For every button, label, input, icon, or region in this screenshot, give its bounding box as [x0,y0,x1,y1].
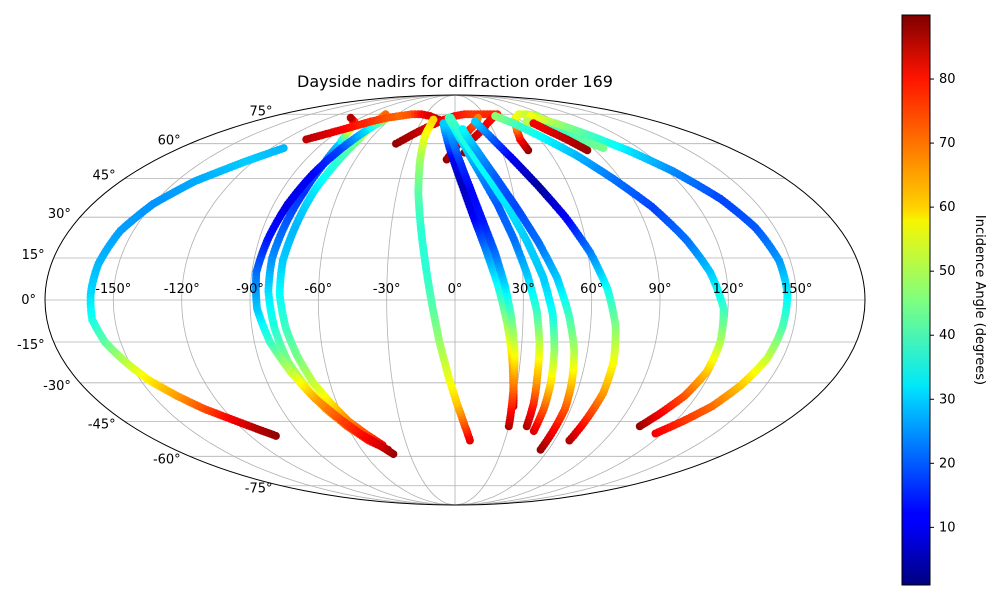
colorbar-ticks: 10 20 30 40 50 60 70 80 [930,72,956,535]
longitude-tick-label: 90° [648,282,671,297]
longitude-tick-label: 0° [448,282,463,297]
colorbar-tick-label: 80 [939,72,956,87]
data-point [346,113,355,122]
colorbar-tick-label: 40 [939,328,956,343]
longitude-tick-label: -150° [95,282,131,297]
data-points [86,110,792,459]
latitude-tick-labels: 75° 60° 45° 30° 15° 0° -15° -30° -45° -60° -75° [17,104,273,496]
data-point [271,431,280,440]
colorbar-tick-label: 30 [939,392,956,407]
latitude-tick-label: 0° [21,293,36,308]
longitude-tick-label: 60° [580,282,603,297]
latitude-tick-label: 15° [22,248,45,263]
latitude-tick-label: 45° [93,169,116,184]
colorbar-tick-label: 60 [939,200,956,215]
longitude-tick-label: 150° [781,282,812,297]
data-point [429,115,438,124]
longitude-tick-label: 30° [512,282,535,297]
longitude-tick-label: -30° [373,282,401,297]
longitude-tick-labels: -150° -120° -90° -60° -30° 0° 30° 60° 90° 120° 150… [95,282,812,297]
colorbar-tick-label: 10 [939,520,956,535]
colorbar-tick-label: 20 [939,456,956,471]
colorbar-tick-label: 50 [939,264,956,279]
longitude-tick-label: -120° [164,282,200,297]
data-point [529,119,538,128]
latitude-tick-label: 60° [158,134,181,149]
colorbar: 10 20 30 40 50 60 70 80 Incidence Angle (degree… [901,14,987,586]
longitude-tick-label: 120° [713,282,744,297]
data-point [471,117,480,126]
data-point [446,113,455,122]
latitude-tick-label: -45° [88,417,116,432]
data-point [522,117,531,126]
colorbar-tick-label: 70 [939,136,956,151]
latitude-tick-label: -30° [43,379,71,394]
data-point [491,112,500,120]
latitude-tick-label: 75° [249,104,272,119]
latitude-tick-label: -75° [245,482,273,497]
colorbar-label: Incidence Angle (degrees) [972,215,987,385]
latitude-tick-label: 30° [48,207,71,222]
map-boundary [44,94,866,506]
latitude-tick-label: -60° [153,452,181,467]
longitude-tick-label: -60° [304,282,332,297]
chart-title: Dayside nadirs for diffraction order 169 [297,72,613,91]
longitude-tick-label: -90° [236,282,264,297]
latitude-tick-label: -15° [17,338,45,353]
colorbar-gradient [901,14,931,586]
data-point [458,125,467,134]
